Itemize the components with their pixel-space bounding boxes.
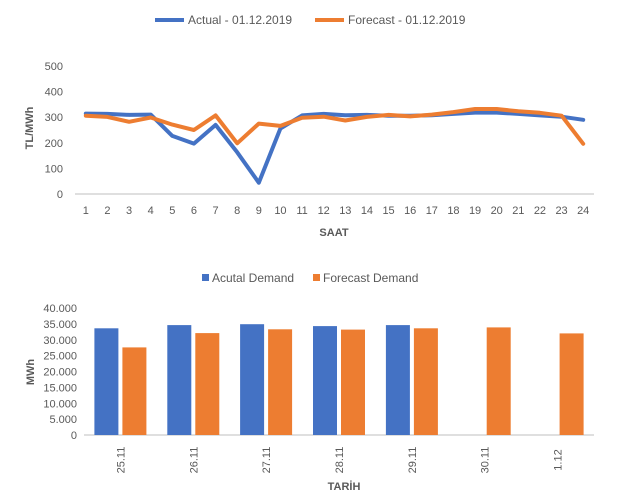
line-x-tick-label: 14 bbox=[361, 205, 373, 217]
bar-forecast-demand bbox=[486, 327, 511, 435]
line-x-tick-label: 12 bbox=[318, 205, 330, 217]
line-y-axis-title: TL/MWh bbox=[24, 106, 36, 149]
bar-y-tick-label: 20.000 bbox=[43, 367, 77, 379]
line-x-tick-label: 19 bbox=[469, 205, 481, 217]
line-x-tick-label: 21 bbox=[512, 205, 524, 217]
bar-x-tick-label: 30.11 bbox=[480, 447, 492, 474]
line-y-tick-label: 0 bbox=[57, 189, 63, 201]
legend-swatch-actual-demand bbox=[202, 274, 209, 281]
bar-series-group bbox=[94, 324, 584, 435]
bar-actual-demand bbox=[385, 325, 410, 435]
line-x-tick-label: 2 bbox=[104, 205, 110, 217]
line-y-tick-label: 300 bbox=[45, 112, 63, 124]
bar-y-tick-label: 5.000 bbox=[49, 414, 77, 426]
line-x-tick-label: 7 bbox=[213, 205, 219, 217]
bar-y-tick-label: 35.000 bbox=[43, 319, 77, 331]
bar-actual-demand bbox=[94, 328, 119, 435]
line-chart-legend: Actual - 01.12.2019 Forecast - 01.12.201… bbox=[155, 13, 466, 27]
line-x-tick-label: 9 bbox=[256, 205, 262, 217]
bar-x-tick-label: 27.11 bbox=[261, 447, 273, 474]
line-y-tick-label: 100 bbox=[45, 163, 63, 175]
legend-label-actual: Actual - 01.12.2019 bbox=[188, 13, 292, 27]
bar-y-tick-labels: 0 5.000 10.000 15.000 20.000 25.000 30.000 35.0… bbox=[43, 303, 77, 442]
bar-forecast-demand bbox=[341, 329, 365, 435]
line-chart: Actual - 01.12.2019 Forecast - 01.12.201… bbox=[24, 13, 594, 239]
line-x-tick-label: 22 bbox=[534, 205, 546, 217]
line-y-tick-label: 500 bbox=[45, 61, 63, 73]
bar-x-tick-label: 1.12 bbox=[553, 449, 565, 470]
line-x-tick-label: 24 bbox=[577, 205, 589, 217]
bar-y-tick-label: 30.000 bbox=[43, 335, 77, 347]
line-series-actual bbox=[83, 110, 586, 185]
line-series-group bbox=[83, 107, 586, 185]
bar-actual-demand bbox=[240, 324, 265, 435]
bar-forecast-demand bbox=[559, 333, 584, 435]
bar-forecast-demand bbox=[195, 333, 220, 435]
bar-x-tick-label: 25.11 bbox=[115, 447, 127, 474]
legend-label-forecast-demand: Forecast Demand bbox=[323, 271, 418, 285]
bar-x-tick-label: 29.11 bbox=[407, 447, 419, 474]
line-x-tick-label: 3 bbox=[126, 205, 132, 217]
line-x-tick-label: 18 bbox=[447, 205, 459, 217]
line-x-tick-label: 15 bbox=[382, 205, 394, 217]
bar-x-tick-labels: 25.11 26.11 27.11 28.11 29.11 30.11 1.12 bbox=[115, 447, 564, 474]
line-y-tick-label: 200 bbox=[45, 138, 63, 150]
bar-x-axis-title: TARİH bbox=[328, 480, 361, 492]
line-x-tick-labels: 1 2 3 4 5 6 7 8 9 10 11 12 13 14 15 16 17 18 19 20 21 22 23 24 bbox=[83, 205, 590, 217]
bar-y-tick-label: 0 bbox=[71, 430, 77, 442]
line-x-tick-label: 5 bbox=[169, 205, 175, 217]
legend-label-forecast: Forecast - 01.12.2019 bbox=[348, 13, 466, 27]
bar-x-tick-label: 28.11 bbox=[334, 447, 346, 474]
line-x-tick-label: 17 bbox=[426, 205, 438, 217]
bar-y-tick-label: 40.000 bbox=[43, 303, 77, 315]
bar-actual-demand bbox=[313, 326, 337, 435]
legend-swatch-forecast-demand bbox=[313, 274, 320, 281]
line-x-tick-label: 8 bbox=[234, 205, 240, 217]
line-x-tick-label: 10 bbox=[274, 205, 286, 217]
line-series-forecast bbox=[83, 107, 586, 146]
line-y-tick-label: 400 bbox=[45, 87, 63, 99]
bar-y-tick-label: 10.000 bbox=[43, 398, 77, 410]
bar-chart: Acutal Demand Forecast Demand 0 5.000 10.0… bbox=[25, 271, 594, 493]
line-x-tick-label: 1 bbox=[83, 205, 89, 217]
line-x-tick-label: 4 bbox=[148, 205, 154, 217]
line-x-tick-label: 20 bbox=[491, 205, 503, 217]
bar-forecast-demand bbox=[268, 329, 293, 435]
bar-forecast-demand bbox=[122, 347, 147, 435]
line-x-tick-label: 11 bbox=[296, 205, 307, 217]
bar-x-tick-label: 26.11 bbox=[188, 447, 200, 474]
line-x-tick-label: 16 bbox=[404, 205, 416, 217]
bar-y-axis-title: MWh bbox=[25, 359, 37, 386]
line-x-axis-title: SAAT bbox=[319, 227, 348, 239]
bar-forecast-demand bbox=[413, 328, 438, 435]
bar-chart-legend: Acutal Demand Forecast Demand bbox=[202, 271, 418, 285]
line-x-tick-label: 13 bbox=[339, 205, 351, 217]
bar-actual-demand bbox=[167, 325, 192, 435]
bar-y-tick-label: 25.000 bbox=[43, 351, 77, 363]
line-x-tick-label: 23 bbox=[555, 205, 567, 217]
bar-y-tick-label: 15.000 bbox=[43, 382, 77, 394]
line-x-tick-label: 6 bbox=[191, 205, 197, 217]
line-y-tick-labels: 0 100 200 300 400 500 bbox=[45, 61, 63, 201]
legend-label-actual-demand: Acutal Demand bbox=[212, 271, 294, 285]
